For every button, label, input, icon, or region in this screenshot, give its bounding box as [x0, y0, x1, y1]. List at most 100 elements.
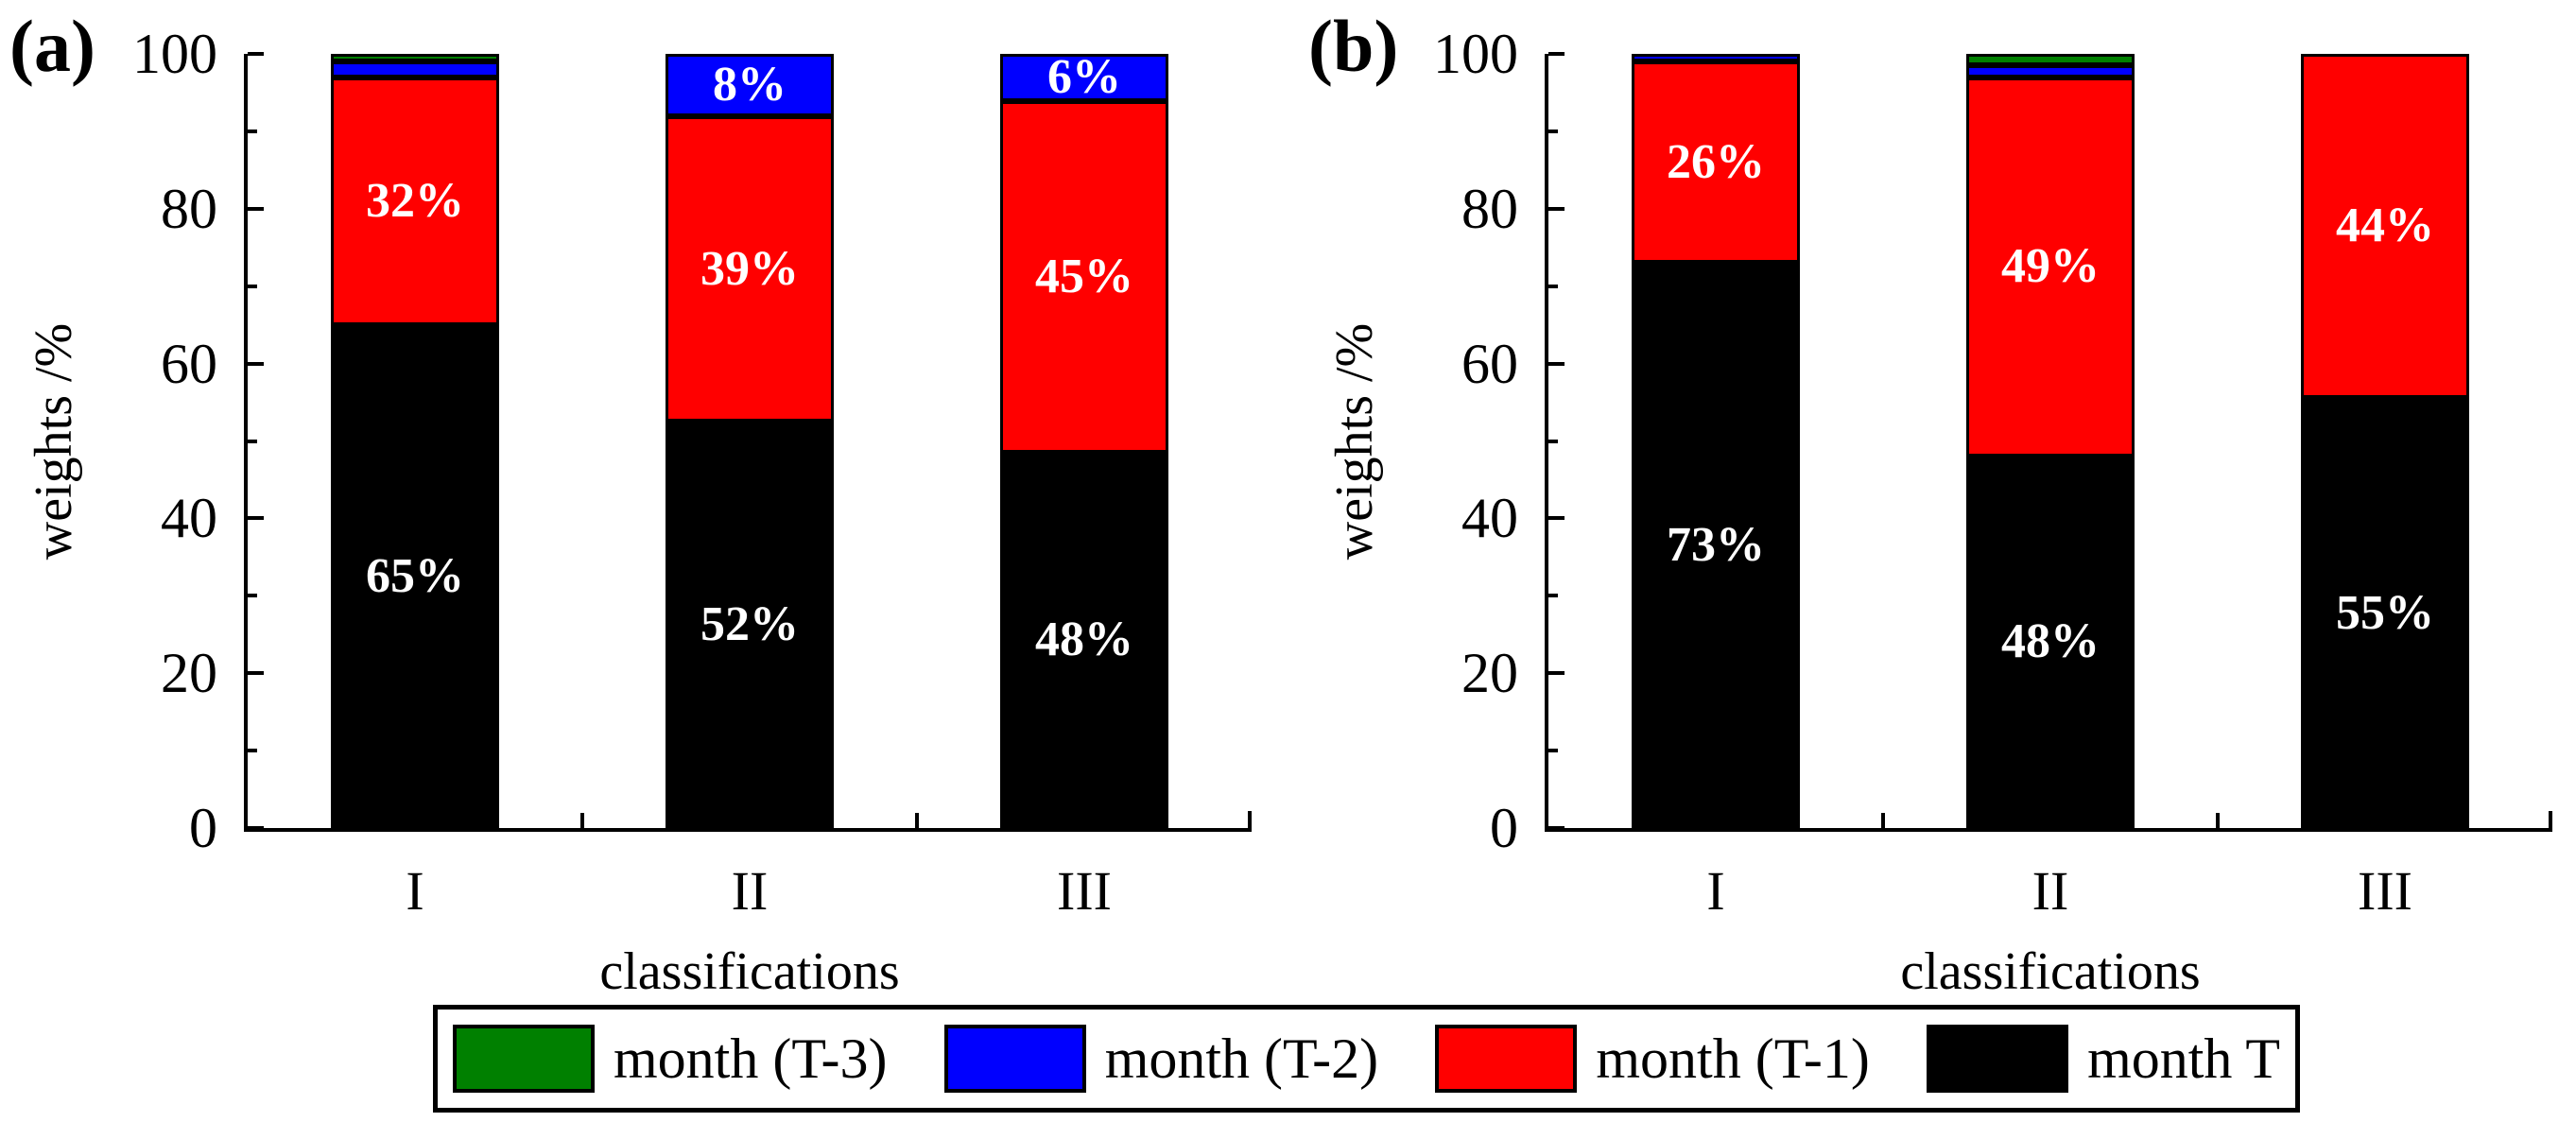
- y-minor-tick: [1548, 284, 1558, 288]
- bar-segment: 32%: [331, 77, 499, 325]
- legend-item: month (T-3): [453, 1025, 887, 1093]
- bar-segment: 48%: [1000, 452, 1168, 828]
- y-major-tick: [1548, 826, 1565, 830]
- y-minor-tick: [1548, 594, 1558, 598]
- legend-swatch-blue: [943, 1025, 1086, 1093]
- x-tick-label: II: [731, 860, 769, 922]
- legend: month (T-3) month (T-2) month (T-1) mont…: [433, 1005, 2300, 1113]
- y-minor-tick: [248, 439, 257, 443]
- x-axis-end-tick: [2549, 811, 2552, 828]
- bar-value-label: 52%: [700, 596, 799, 651]
- bar-segment: 49%: [1966, 77, 2135, 457]
- bar-value-label: 32%: [366, 173, 464, 228]
- x-axis-title: classifications: [1900, 942, 2201, 1001]
- y-major-tick: [1548, 516, 1565, 521]
- y-tick-label: 60: [1461, 332, 1518, 395]
- bar-segment: 26%: [1632, 61, 1800, 264]
- bar-segment: [1966, 54, 2135, 66]
- panel-label-a: (a): [9, 5, 95, 87]
- bar-segment: 65%: [331, 324, 499, 828]
- x-tick-label: III: [2358, 860, 2412, 922]
- y-axis-title: weights /%: [25, 322, 83, 560]
- y-major-tick: [1548, 206, 1565, 211]
- bar-segment: [331, 61, 499, 78]
- legend-label: month T: [2087, 1027, 2280, 1090]
- bar-segment: 45%: [1000, 100, 1168, 453]
- y-tick-label: 40: [1461, 487, 1518, 550]
- y-tick-label: 80: [161, 177, 217, 240]
- y-major-tick: [248, 206, 264, 211]
- y-tick-label: 20: [161, 642, 217, 705]
- plot-area-a: weights /% classifications 0 20 40 60 80 100 I…: [25, 23, 1252, 1001]
- y-major-tick: [248, 826, 264, 830]
- x-axis-end-tick: [1248, 811, 1252, 828]
- x-tick-label: I: [1706, 860, 1725, 922]
- y-major-tick: [1548, 671, 1565, 676]
- bar-value-label: 55%: [2336, 585, 2434, 640]
- y-major-tick: [248, 52, 264, 56]
- bar-segment: 44%: [2301, 54, 2469, 398]
- bar-value-label: 48%: [2001, 614, 2100, 669]
- bar-segment: 6%: [1000, 49, 1168, 104]
- bar-value-label: 26%: [1667, 134, 1765, 189]
- y-major-tick: [248, 361, 264, 366]
- bar-value-label: 8%: [713, 58, 787, 112]
- legend-swatch-red: [1435, 1025, 1578, 1093]
- y-minor-tick: [1548, 749, 1558, 753]
- bar-value-label: 45%: [1035, 249, 1133, 303]
- y-major-tick: [248, 671, 264, 676]
- bar-segment: 52%: [666, 421, 834, 828]
- bar-value-label: 49%: [2001, 239, 2100, 294]
- y-major-tick: [1548, 52, 1565, 56]
- y-minor-tick: [248, 749, 257, 753]
- x-boundary-tick: [915, 813, 919, 828]
- legend-label: month (T-3): [614, 1027, 888, 1090]
- bar-value-label: 48%: [1035, 613, 1133, 667]
- y-minor-tick: [248, 284, 257, 288]
- bar-value-label: 44%: [2336, 199, 2434, 252]
- bar-segment: [1966, 65, 2135, 78]
- legend-label: month (T-2): [1104, 1027, 1379, 1090]
- bar-value-label: 65%: [366, 548, 464, 603]
- y-major-tick: [248, 516, 264, 521]
- y-tick-label: 0: [189, 797, 217, 859]
- y-tick-label: 100: [132, 23, 217, 85]
- y-tick-label: 0: [1490, 797, 1518, 859]
- y-axis-title: weights /%: [1325, 322, 1384, 560]
- y-minor-tick: [1548, 129, 1558, 133]
- plot-area-b: weights /% classifications 0 20 40 60 80 100 I…: [1325, 23, 2552, 1001]
- x-tick-label: III: [1057, 860, 1112, 922]
- bar-segment: [1632, 54, 1800, 62]
- bar-segment: 73%: [1632, 263, 1800, 828]
- y-minor-tick: [248, 594, 257, 598]
- y-tick-label: 100: [1433, 23, 1518, 85]
- y-tick-label: 60: [161, 332, 217, 395]
- y-tick-label: 20: [1461, 642, 1518, 705]
- bar-segment: 48%: [1966, 456, 2135, 828]
- legend-swatch-black: [1927, 1025, 2069, 1093]
- y-minor-tick: [1548, 439, 1558, 443]
- bar-value-label: 39%: [700, 241, 799, 296]
- bar-segment: 55%: [2301, 398, 2469, 828]
- y-major-tick: [1548, 361, 1565, 366]
- legend-item: month (T-2): [943, 1025, 1379, 1093]
- legend-item: month T: [1927, 1025, 2280, 1093]
- y-tick-label: 40: [161, 487, 217, 550]
- bar-segment: [331, 54, 499, 62]
- x-boundary-tick: [1881, 813, 1885, 828]
- legend-item: month (T-1): [1435, 1025, 1870, 1093]
- bar-value-label: 73%: [1667, 518, 1765, 573]
- bar-value-label: 6%: [1047, 49, 1121, 104]
- x-tick-label: I: [406, 860, 424, 922]
- x-boundary-tick: [2216, 813, 2220, 828]
- legend-swatch-green: [453, 1025, 595, 1093]
- x-axis-title: classifications: [599, 942, 900, 1001]
- bar-segment: 39%: [666, 116, 834, 422]
- legend-label: month (T-1): [1596, 1027, 1870, 1090]
- y-minor-tick: [248, 129, 257, 133]
- panel-label-b: (b): [1308, 5, 1399, 87]
- x-boundary-tick: [580, 813, 584, 828]
- x-tick-label: II: [2031, 860, 2069, 922]
- bar-segment: 8%: [666, 54, 834, 117]
